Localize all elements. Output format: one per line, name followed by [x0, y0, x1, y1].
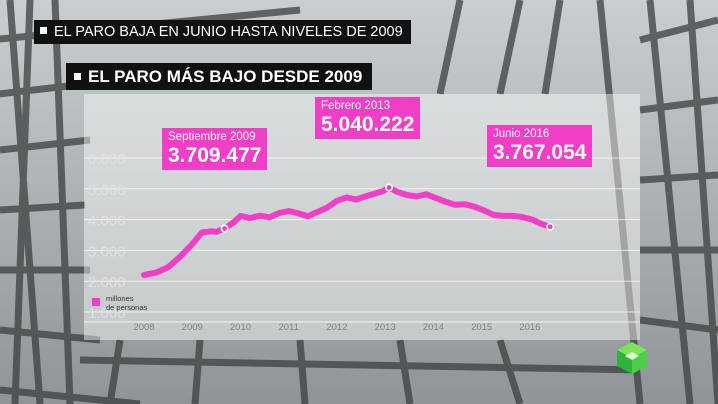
- y-tick-label: 5.000: [88, 182, 126, 199]
- callout-value: 3.767.054: [493, 141, 587, 164]
- green-cube-logo-icon: [617, 342, 647, 374]
- legend-line-1: millones: [106, 294, 134, 303]
- x-tick-label: 2012: [326, 322, 347, 333]
- callout-label: Junio 2016: [493, 128, 550, 140]
- x-tick-label: 2009: [182, 322, 203, 333]
- headline-text: EL PARO BAJA EN JUNIO HASTA NIVELES DE 2…: [54, 24, 403, 40]
- x-tick-label: 2011: [278, 322, 298, 333]
- chart-grid: [84, 157, 640, 323]
- square-bullet-icon: [40, 27, 47, 34]
- headline-banner: EL PARO BAJA EN JUNIO HASTA NIVELES DE 2…: [34, 20, 411, 44]
- callout-september-2009: Septiembre 2009 3.709.477: [162, 128, 268, 170]
- legend-swatch: [92, 298, 100, 306]
- y-tick-label: 1.000: [88, 305, 126, 322]
- callout-february-2013: Febrero 2013 5.040.222: [315, 97, 421, 139]
- y-tick-label: 2.000: [88, 274, 126, 291]
- callout-label: Febrero 2013: [321, 100, 391, 112]
- y-tick-label: 6.000: [88, 151, 126, 168]
- y-axis: 1.000 2.000 3.000 4.000 5.000 6.000: [88, 151, 126, 322]
- x-tick-label: 2010: [230, 322, 251, 333]
- square-bullet-icon: [74, 73, 81, 80]
- legend-line-2: de personas: [106, 303, 148, 312]
- chart-title-banner: EL PARO MÁS BAJO DESDE 2009: [66, 63, 373, 90]
- callout-value: 5.040.222: [321, 113, 415, 136]
- callout-june-2016: Junio 2016 3.767.054: [487, 125, 593, 167]
- chart-legend: millones de personas: [92, 294, 147, 312]
- x-axis: 2008 2009 2010 2011 2012 2013 2014 2015 2016: [133, 322, 540, 333]
- highlight-point: [546, 222, 555, 231]
- x-tick-label: 2008: [133, 322, 154, 333]
- callout-label: Septiembre 2009: [168, 131, 256, 143]
- highlight-point: [220, 224, 229, 233]
- chart-title: EL PARO MÁS BAJO DESDE 2009: [88, 67, 363, 86]
- highlight-markers: [220, 183, 555, 233]
- x-tick-label: 2014: [423, 322, 444, 333]
- series-line: [141, 184, 554, 278]
- x-tick-label: 2015: [471, 322, 492, 333]
- x-tick-label: 2016: [519, 322, 540, 333]
- y-tick-label: 4.000: [88, 213, 126, 230]
- highlight-point: [385, 183, 394, 192]
- y-tick-label: 3.000: [88, 243, 126, 260]
- x-tick-label: 2013: [375, 322, 396, 333]
- callout-value: 3.709.477: [168, 144, 262, 167]
